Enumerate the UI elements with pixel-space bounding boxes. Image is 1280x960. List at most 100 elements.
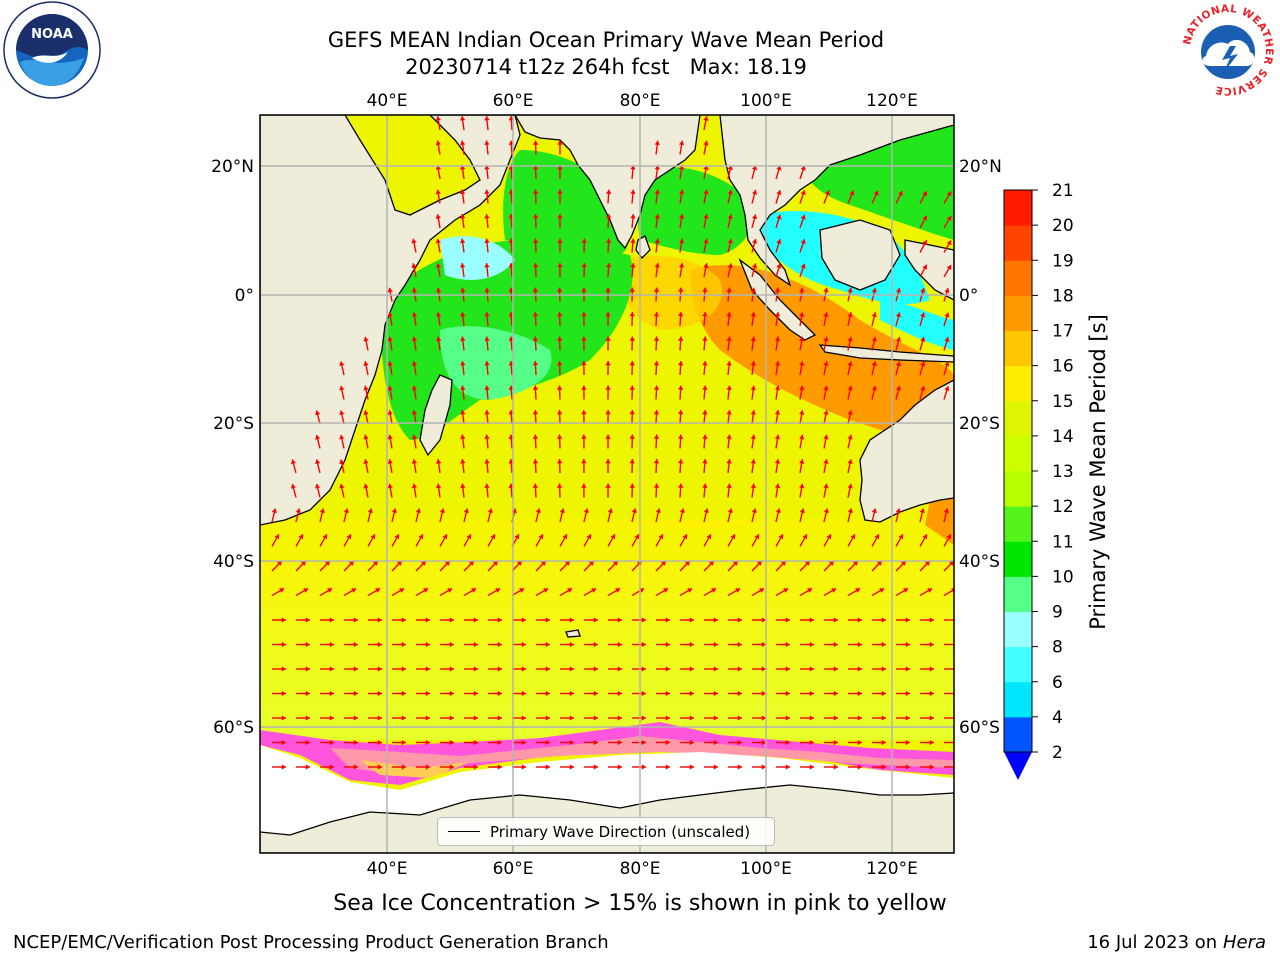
wave-arrow-head xyxy=(922,240,928,246)
wave-arrow-head xyxy=(871,312,877,318)
wave-arrow-head xyxy=(799,459,805,464)
wave-arrow-head xyxy=(295,508,301,514)
wave-arrow-head xyxy=(605,483,611,488)
wave-arrow-head xyxy=(946,534,952,540)
wave-arrow-head xyxy=(460,140,466,146)
left-tick-label: 20°N xyxy=(211,157,254,177)
wave-arrow-head xyxy=(944,312,950,318)
wave-arrow-head xyxy=(775,508,781,514)
wave-arrow-head xyxy=(593,641,598,648)
wave-arrow-head xyxy=(463,508,469,514)
wave-arrow-head xyxy=(730,534,736,540)
wave-arrow-head xyxy=(761,764,766,770)
wave-arrow-head xyxy=(274,534,280,540)
wave-arrow-head xyxy=(581,336,587,341)
colorbar-segment xyxy=(1004,400,1032,437)
se-asia-land xyxy=(719,115,954,287)
wave-arrow-head xyxy=(750,287,756,293)
colorbar-segment xyxy=(1004,225,1032,261)
wave-arrow-head xyxy=(726,361,732,366)
wave-arrow-head xyxy=(629,434,635,439)
wave-arrow-head xyxy=(484,483,490,489)
wave-arrow-head xyxy=(678,189,685,195)
wave-arrow-head xyxy=(401,666,406,672)
wave-arrow-head xyxy=(654,165,660,170)
wave-arrow-head xyxy=(658,534,664,540)
wave-arrow-head xyxy=(703,189,709,195)
wave-arrow-head xyxy=(774,361,781,366)
wave-arrow-head xyxy=(375,588,381,593)
wave-arrow-head xyxy=(778,534,784,540)
wave-arrow-head xyxy=(569,715,574,721)
wave-arrow-head xyxy=(339,434,345,440)
wave-arrow-head xyxy=(847,459,853,465)
wave-arrow-head xyxy=(435,459,442,464)
wave-arrow-head xyxy=(900,560,906,566)
wave-arrow-head xyxy=(315,434,321,440)
wave-arrow-head xyxy=(497,666,502,672)
wave-arrow-head xyxy=(484,238,490,244)
wave-arrow-head xyxy=(435,165,441,170)
wave-arrow-head xyxy=(324,560,330,566)
map-frame xyxy=(259,114,955,854)
wave-arrow-head xyxy=(581,238,587,243)
wave-arrow-head xyxy=(545,666,550,672)
wave-arrow-head xyxy=(922,534,928,540)
wave-arrow-head xyxy=(353,666,358,672)
wave-arrow-head xyxy=(874,534,880,540)
wave-arrow-head xyxy=(442,534,448,540)
wave-arrow-head xyxy=(799,336,805,342)
wave-arrow-head xyxy=(802,534,808,540)
wave-arrow-head xyxy=(678,336,684,341)
wave-arrow-head xyxy=(532,434,539,439)
wave-arrow-head xyxy=(629,410,635,415)
wave-arrow-head xyxy=(665,690,670,697)
cyan-patch-west xyxy=(440,236,515,280)
wave-arrow-head xyxy=(387,361,393,366)
colorbar-under-arrow xyxy=(1004,752,1032,780)
wave-arrow-head xyxy=(946,215,952,221)
wave-arrow-head xyxy=(473,666,478,672)
wave-arrow-head xyxy=(641,617,646,623)
wave-arrow-head xyxy=(689,764,694,770)
wave-arrow-head xyxy=(809,739,814,746)
wave-arrow-head xyxy=(713,617,718,623)
wave-arrow-head xyxy=(514,534,520,540)
top-tick-label: 120°E xyxy=(866,91,918,111)
wave-arrow-head xyxy=(339,361,345,367)
wave-arrow-head xyxy=(895,312,902,318)
wave-arrow-head xyxy=(754,534,760,540)
wave-arrow-head xyxy=(460,189,466,195)
kerguelen-land xyxy=(565,629,581,638)
map-field xyxy=(260,115,954,853)
wave-arrow-head xyxy=(944,288,950,293)
wave-arrow-head xyxy=(521,617,526,623)
wave-arrow-head xyxy=(449,715,454,721)
wave-arrow-head xyxy=(473,764,478,770)
wave-arrow-head xyxy=(593,739,598,746)
wave-arrow-head xyxy=(593,666,598,672)
map-gridlines xyxy=(260,115,954,853)
wave-arrow-head xyxy=(411,287,418,293)
wave-arrow-head xyxy=(654,140,660,146)
wave-arrow-head xyxy=(630,238,636,244)
wave-arrow-head xyxy=(343,508,349,514)
cyan-green-region xyxy=(440,326,552,400)
wave-arrow-head xyxy=(679,508,685,514)
wave-arrow-head xyxy=(339,459,345,465)
wave-arrow-head xyxy=(785,764,790,770)
wave-arrow-head xyxy=(532,336,539,341)
wave-arrow-head xyxy=(556,385,563,390)
wave-arrow-head xyxy=(377,764,382,770)
india-land xyxy=(514,115,701,250)
wave-arrow-head xyxy=(678,434,684,439)
wave-arrow-head xyxy=(556,410,563,415)
wave-arrow-head xyxy=(415,508,421,514)
wave-arrow-head xyxy=(449,641,454,648)
wave-arrow-head xyxy=(774,434,781,440)
wave-arrow-head xyxy=(305,764,310,770)
wave-arrow-head xyxy=(353,641,358,648)
wave-arrow-head xyxy=(689,739,694,746)
bottom-tick-label: 120°E xyxy=(866,859,918,879)
wave-arrow-head xyxy=(785,690,790,697)
